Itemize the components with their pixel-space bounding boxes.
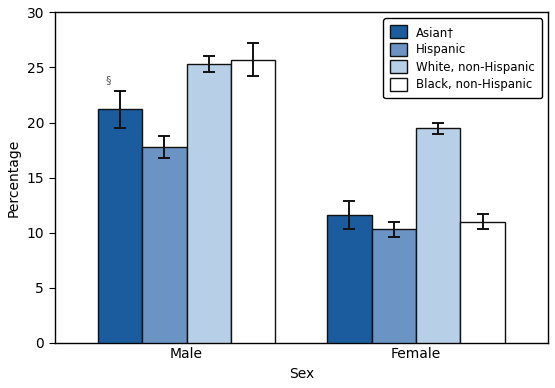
Bar	[460, 222, 504, 343]
Y-axis label: Percentage: Percentage	[7, 139, 21, 217]
X-axis label: Sex: Sex	[289, 367, 314, 381]
Bar	[231, 60, 275, 343]
Bar	[416, 128, 460, 343]
Bar	[327, 215, 372, 343]
Bar	[98, 109, 142, 343]
Bar	[186, 64, 231, 343]
Bar	[372, 229, 416, 343]
Bar	[142, 147, 186, 343]
Text: §: §	[106, 75, 111, 85]
Legend: Asian†, Hispanic, White, non-Hispanic, Black, non-Hispanic: Asian†, Hispanic, White, non-Hispanic, B…	[384, 18, 542, 99]
